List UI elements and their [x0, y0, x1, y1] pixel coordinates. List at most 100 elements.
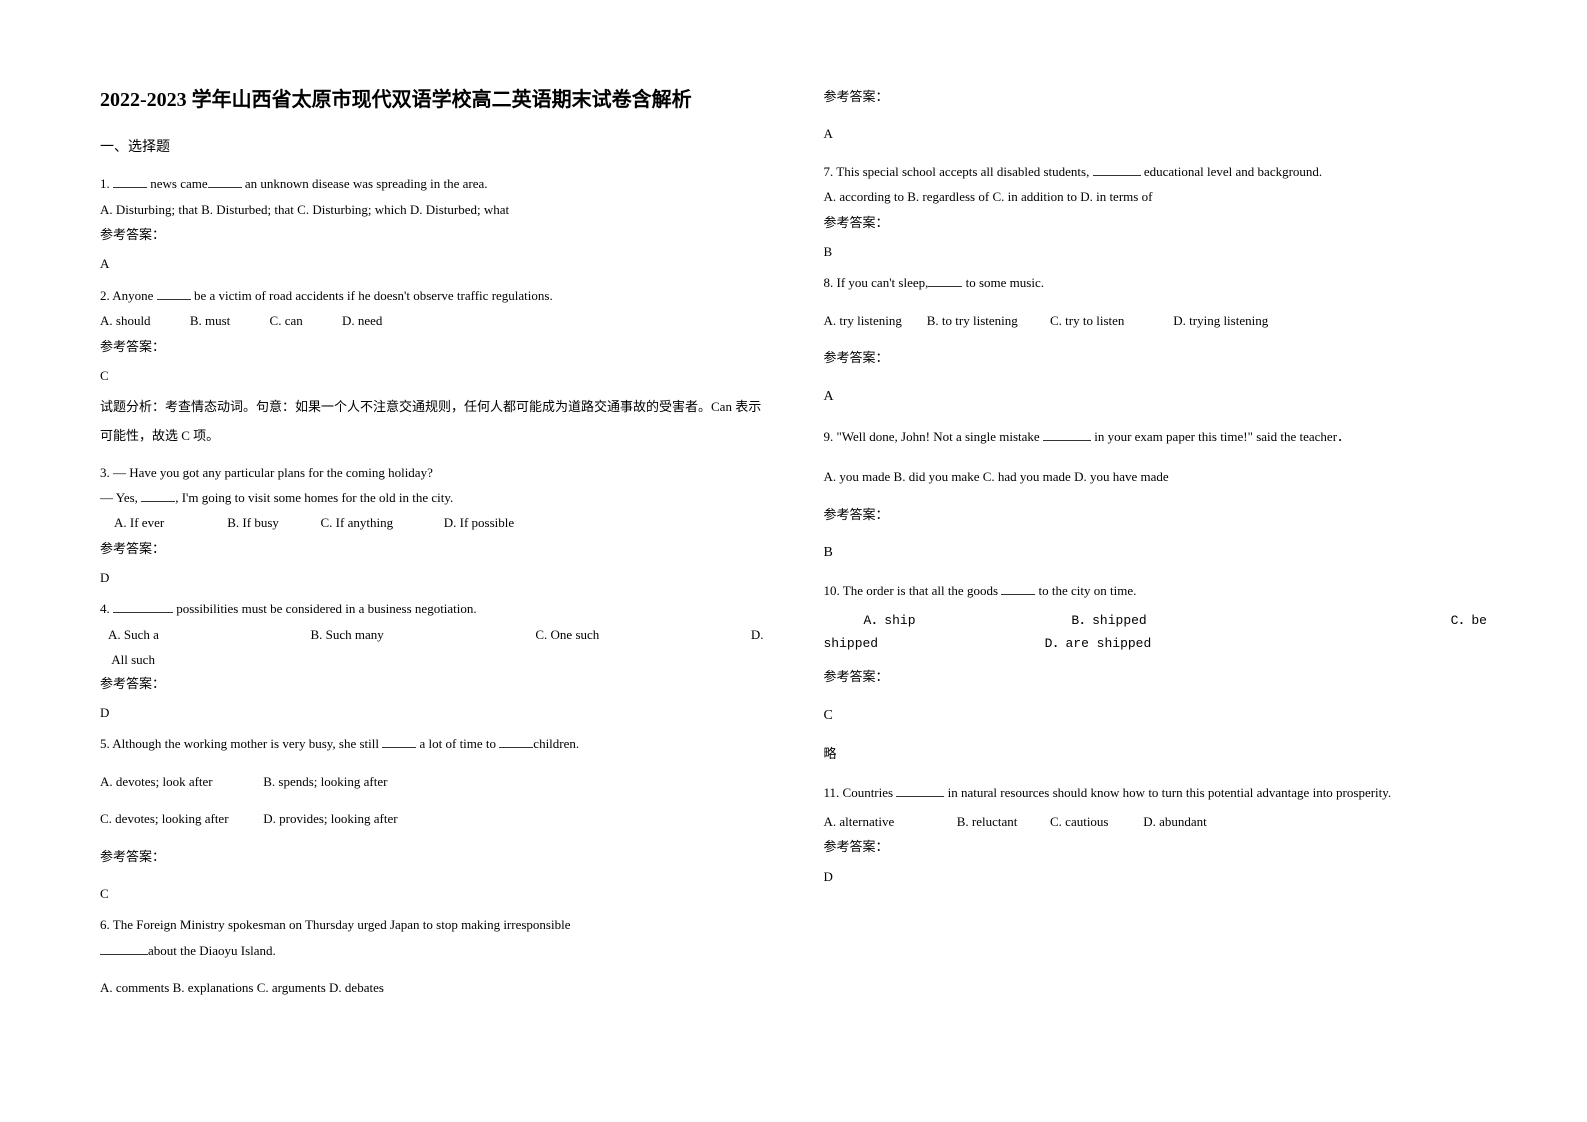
opt-d: D. If possible: [444, 515, 514, 530]
q3-line1: 3. — Have you got any particular plans f…: [100, 461, 764, 484]
q5-answer: C: [100, 882, 764, 905]
opt-c: C. cautious: [1050, 810, 1140, 833]
opt-c-tail: shipped: [824, 632, 1045, 655]
q1-answer: A: [100, 252, 764, 275]
section-heading: 一、选择题: [100, 135, 764, 160]
q3-post: , I'm going to visit some homes for the …: [175, 490, 453, 505]
opt-a: A. should: [100, 313, 151, 328]
question-2: 2. Anyone be a victim of road accidents …: [100, 284, 764, 358]
right-column: 参考答案： A 7. This special school accepts a…: [824, 85, 1488, 1072]
q2-answer: C: [100, 364, 764, 387]
answer-label: 参考答案：: [100, 537, 764, 560]
answer-label: 参考答案：: [100, 672, 764, 695]
q3-pre: — Yes,: [100, 490, 141, 505]
q2-options: A. should B. must C. can D. need: [100, 309, 764, 332]
q3-line2: — Yes, , I'm going to visit some homes f…: [100, 486, 764, 509]
q8-answer: A: [824, 384, 1488, 409]
q6-line2: about the Diaoyu Island.: [100, 939, 764, 962]
blank: [499, 737, 533, 749]
q1-options: A. Disturbing; that B. Disturbed; that C…: [100, 198, 764, 221]
q9-post: in your exam paper this time!" said the …: [1091, 429, 1350, 444]
q9-options: A. you made B. did you make C. had you m…: [824, 465, 1488, 488]
question-text: 2. Anyone be a victim of road accidents …: [100, 284, 764, 307]
q9-pre: 9. "Well done, John! Not a single mistak…: [824, 429, 1043, 444]
question-4: 4. possibilities must be considered in a…: [100, 597, 764, 695]
question-10: 10. The order is that all the goods to t…: [824, 579, 1488, 689]
opt-d: D. need: [342, 313, 382, 328]
blank: [113, 602, 173, 614]
answer-label: 参考答案：: [100, 845, 764, 868]
opt-a: A. devotes; look after: [100, 770, 260, 793]
opt-b: B．shipped: [1071, 609, 1279, 632]
q5-pre: 5. Although the working mother is very b…: [100, 736, 382, 751]
blank: [157, 288, 191, 300]
q5-options-row1: A. devotes; look after B. spends; lookin…: [100, 770, 764, 793]
opt-c-head: C．be: [1279, 609, 1487, 632]
opt-b: B. reluctant: [957, 810, 1047, 833]
opt-b: B. If busy: [227, 511, 317, 534]
opt-d-marker: D.: [751, 623, 764, 646]
blank: [208, 177, 242, 189]
opt-b: B. spends; looking after: [263, 774, 387, 789]
q9-answer: B: [824, 540, 1488, 565]
q4-pre: 4.: [100, 601, 113, 616]
blank: [100, 943, 148, 955]
answer-label: 参考答案：: [824, 665, 1488, 688]
opt-b: B. must: [190, 313, 230, 328]
question-text: 10. The order is that all the goods to t…: [824, 579, 1488, 602]
q3-answer: D: [100, 566, 764, 589]
opt-c: C. try to listen: [1050, 309, 1170, 332]
question-text: 7. This special school accepts all disab…: [824, 160, 1488, 183]
answer-label: 参考答案：: [824, 835, 1488, 858]
blank: [1093, 164, 1141, 176]
opt-c: C. can: [270, 313, 303, 328]
blank: [1001, 584, 1035, 596]
q6-line2-text: about the Diaoyu Island.: [148, 943, 276, 958]
question-9: 9. "Well done, John! Not a single mistak…: [824, 423, 1488, 526]
q5-post: children.: [533, 736, 579, 751]
q2-pre: 2. Anyone: [100, 288, 157, 303]
q7-pre: 7. This special school accepts all disab…: [824, 164, 1093, 179]
question-text: 8. If you can't sleep, to some music.: [824, 271, 1488, 294]
opt-d: D. trying listening: [1173, 313, 1268, 328]
answer-label: 参考答案：: [100, 223, 764, 246]
q11-options: A. alternative B. reluctant C. cautious …: [824, 810, 1488, 833]
q7-answer: B: [824, 240, 1488, 263]
doc-title: 2022-2023 学年山西省太原市现代双语学校高二英语期末试卷含解析: [100, 85, 764, 115]
question-7: 7. This special school accepts all disab…: [824, 160, 1488, 234]
opt-d: D. provides; looking after: [263, 811, 397, 826]
opt-b: B. to try listening: [927, 309, 1047, 332]
blank: [382, 737, 416, 749]
blank: [1043, 429, 1091, 441]
opt-a: A. try listening: [824, 309, 924, 332]
q3-options: A. If ever B. If busy C. If anything D. …: [100, 511, 764, 534]
q4-options: A. Such a B. Such many C. One such D.: [100, 623, 764, 646]
q8-options: A. try listening B. to try listening C. …: [824, 309, 1488, 332]
q7-post: educational level and background.: [1141, 164, 1323, 179]
question-5: 5. Although the working mother is very b…: [100, 732, 764, 868]
q8-pre: 8. If you can't sleep,: [824, 275, 929, 290]
q10-options: A．ship B．shipped C．be shipped D．are ship…: [824, 609, 1488, 656]
q5-mid: a lot of time to: [416, 736, 499, 751]
blank: [928, 276, 962, 288]
left-column: 2022-2023 学年山西省太原市现代双语学校高二英语期末试卷含解析 一、选择…: [100, 85, 764, 1072]
q2-post: be a victim of road accidents if he does…: [191, 288, 553, 303]
answer-label: 参考答案：: [824, 503, 1488, 526]
opt-d: D．are shipped: [1045, 632, 1266, 655]
opt-a: A．ship: [824, 609, 1072, 632]
q5-options-row2: C. devotes; looking after D. provides; l…: [100, 807, 764, 830]
question-11: 11. Countries in natural resources shoul…: [824, 779, 1488, 858]
question-1: 1. news came an unknown disease was spre…: [100, 172, 764, 246]
q1-post: an unknown disease was spreading in the …: [242, 176, 488, 191]
answer-label: 参考答案：: [824, 211, 1488, 234]
opt-d-tail: All such: [100, 648, 764, 671]
answer-label: 参考答案：: [100, 335, 764, 358]
q10-omit: 略: [824, 742, 1488, 765]
opt-a: A. Such a: [108, 623, 159, 646]
q1-pre: 1.: [100, 176, 113, 191]
question-3: 3. — Have you got any particular plans f…: [100, 461, 764, 561]
q6-options: A. comments B. explanations C. arguments…: [100, 976, 764, 999]
q11-answer: D: [824, 865, 1488, 888]
answer-label: 参考答案：: [824, 85, 1488, 108]
opt-c: C. If anything: [321, 511, 441, 534]
